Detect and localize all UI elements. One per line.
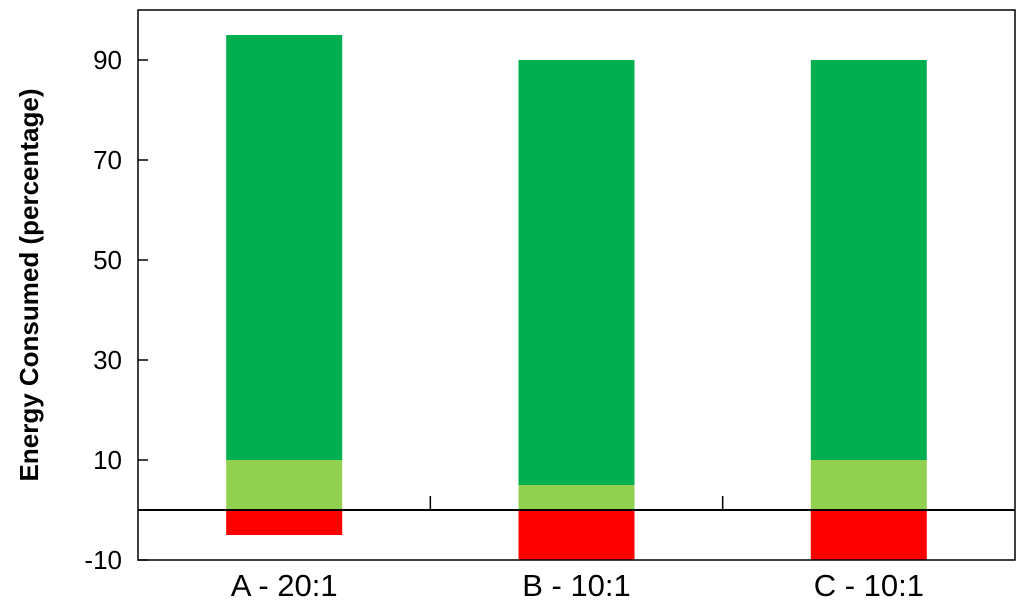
bar-segment-1-3 (226, 35, 343, 460)
x-category-label: A - 20:1 (231, 568, 338, 603)
bar-segment-3-3 (810, 60, 927, 460)
plot-frame (137, 9, 1016, 561)
y-axis-title: Energy Consumed (percentage) (14, 89, 44, 482)
bars-group (226, 35, 927, 560)
bar-segment-3-1 (810, 510, 927, 560)
axes-group (137, 9, 1016, 561)
y-tick-label: 10 (93, 445, 122, 475)
bar-segment-1-2 (226, 460, 343, 510)
x-category-label: C - 10:1 (814, 568, 924, 603)
bar-segment-2-1 (518, 510, 635, 560)
bar-segment-2-2 (518, 485, 635, 510)
y-tick-label: 90 (93, 45, 122, 75)
bar-segment-2-3 (518, 60, 635, 485)
x-category-label: B - 10:1 (522, 568, 631, 603)
bar-segment-3-2 (810, 460, 927, 510)
y-tick-label: -10 (84, 545, 122, 575)
y-tick-label: 30 (93, 345, 122, 375)
labels-group: -10 10 30 50 70 90 A - 20:1 B - 10:1 C - 10:1 Ene… (14, 45, 924, 603)
bar-segment-1-1 (226, 510, 343, 535)
y-tick-label: 50 (93, 245, 122, 275)
y-tick-label: 70 (93, 145, 122, 175)
